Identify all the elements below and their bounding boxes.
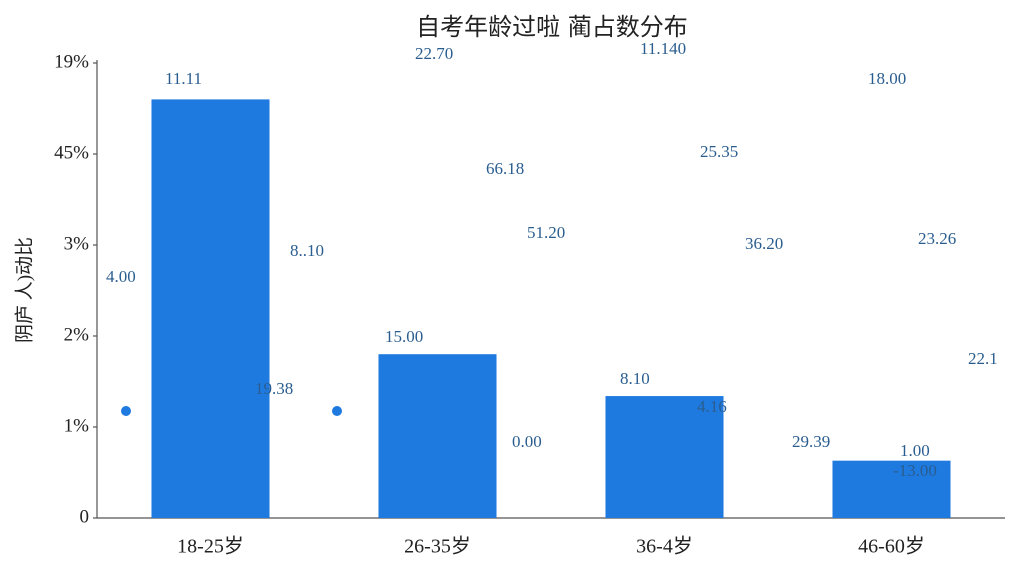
y-tick-label: 19% (54, 51, 89, 72)
annotation: 29.39 (792, 432, 830, 451)
annotation: 8..10 (290, 241, 324, 260)
annotation: 11.140 (640, 39, 686, 58)
y-tick-label: 2% (64, 324, 90, 345)
y-tick-label: 3% (64, 233, 90, 254)
annotation: 22.1 (968, 349, 998, 368)
bar (605, 396, 724, 518)
y-tick-label: 0 (80, 506, 90, 527)
dot (332, 406, 342, 416)
dot (121, 406, 131, 416)
annotation: 15.00 (385, 327, 423, 346)
y-tick-label: 45% (54, 142, 89, 163)
annotation: 19.38 (255, 379, 293, 398)
annotation: 36.20 (745, 234, 783, 253)
y-tick-label: 1% (64, 415, 90, 436)
y-axis-label: 阴庐 人)动比 (13, 237, 35, 343)
annotation: 4.00 (106, 267, 136, 286)
x-tick-label: 36-4岁 (636, 535, 693, 558)
bar (832, 460, 951, 518)
chart-title: 自考年龄过啦 蔺占数分布 (416, 13, 688, 41)
annotation: 25.35 (700, 142, 738, 161)
x-tick-label: 18-25岁 (177, 535, 244, 558)
bar (378, 354, 497, 518)
annotation: 23.26 (918, 229, 956, 248)
annotation: 0.00 (512, 432, 542, 451)
annotation: 18.00 (868, 69, 906, 88)
annotation: -13.00 (893, 461, 937, 480)
annotation: 4.16 (697, 397, 727, 416)
annotation: 22.70 (415, 44, 453, 63)
bar (151, 99, 270, 519)
annotation: 66.18 (486, 159, 524, 178)
annotation: 1.00 (900, 441, 930, 460)
annotation: 51.20 (527, 223, 565, 242)
annotation: 11.11 (165, 69, 202, 88)
x-tick-label: 26-35岁 (404, 535, 471, 558)
x-tick-label: 46-60岁 (858, 535, 925, 558)
annotation: 8.10 (620, 369, 650, 388)
